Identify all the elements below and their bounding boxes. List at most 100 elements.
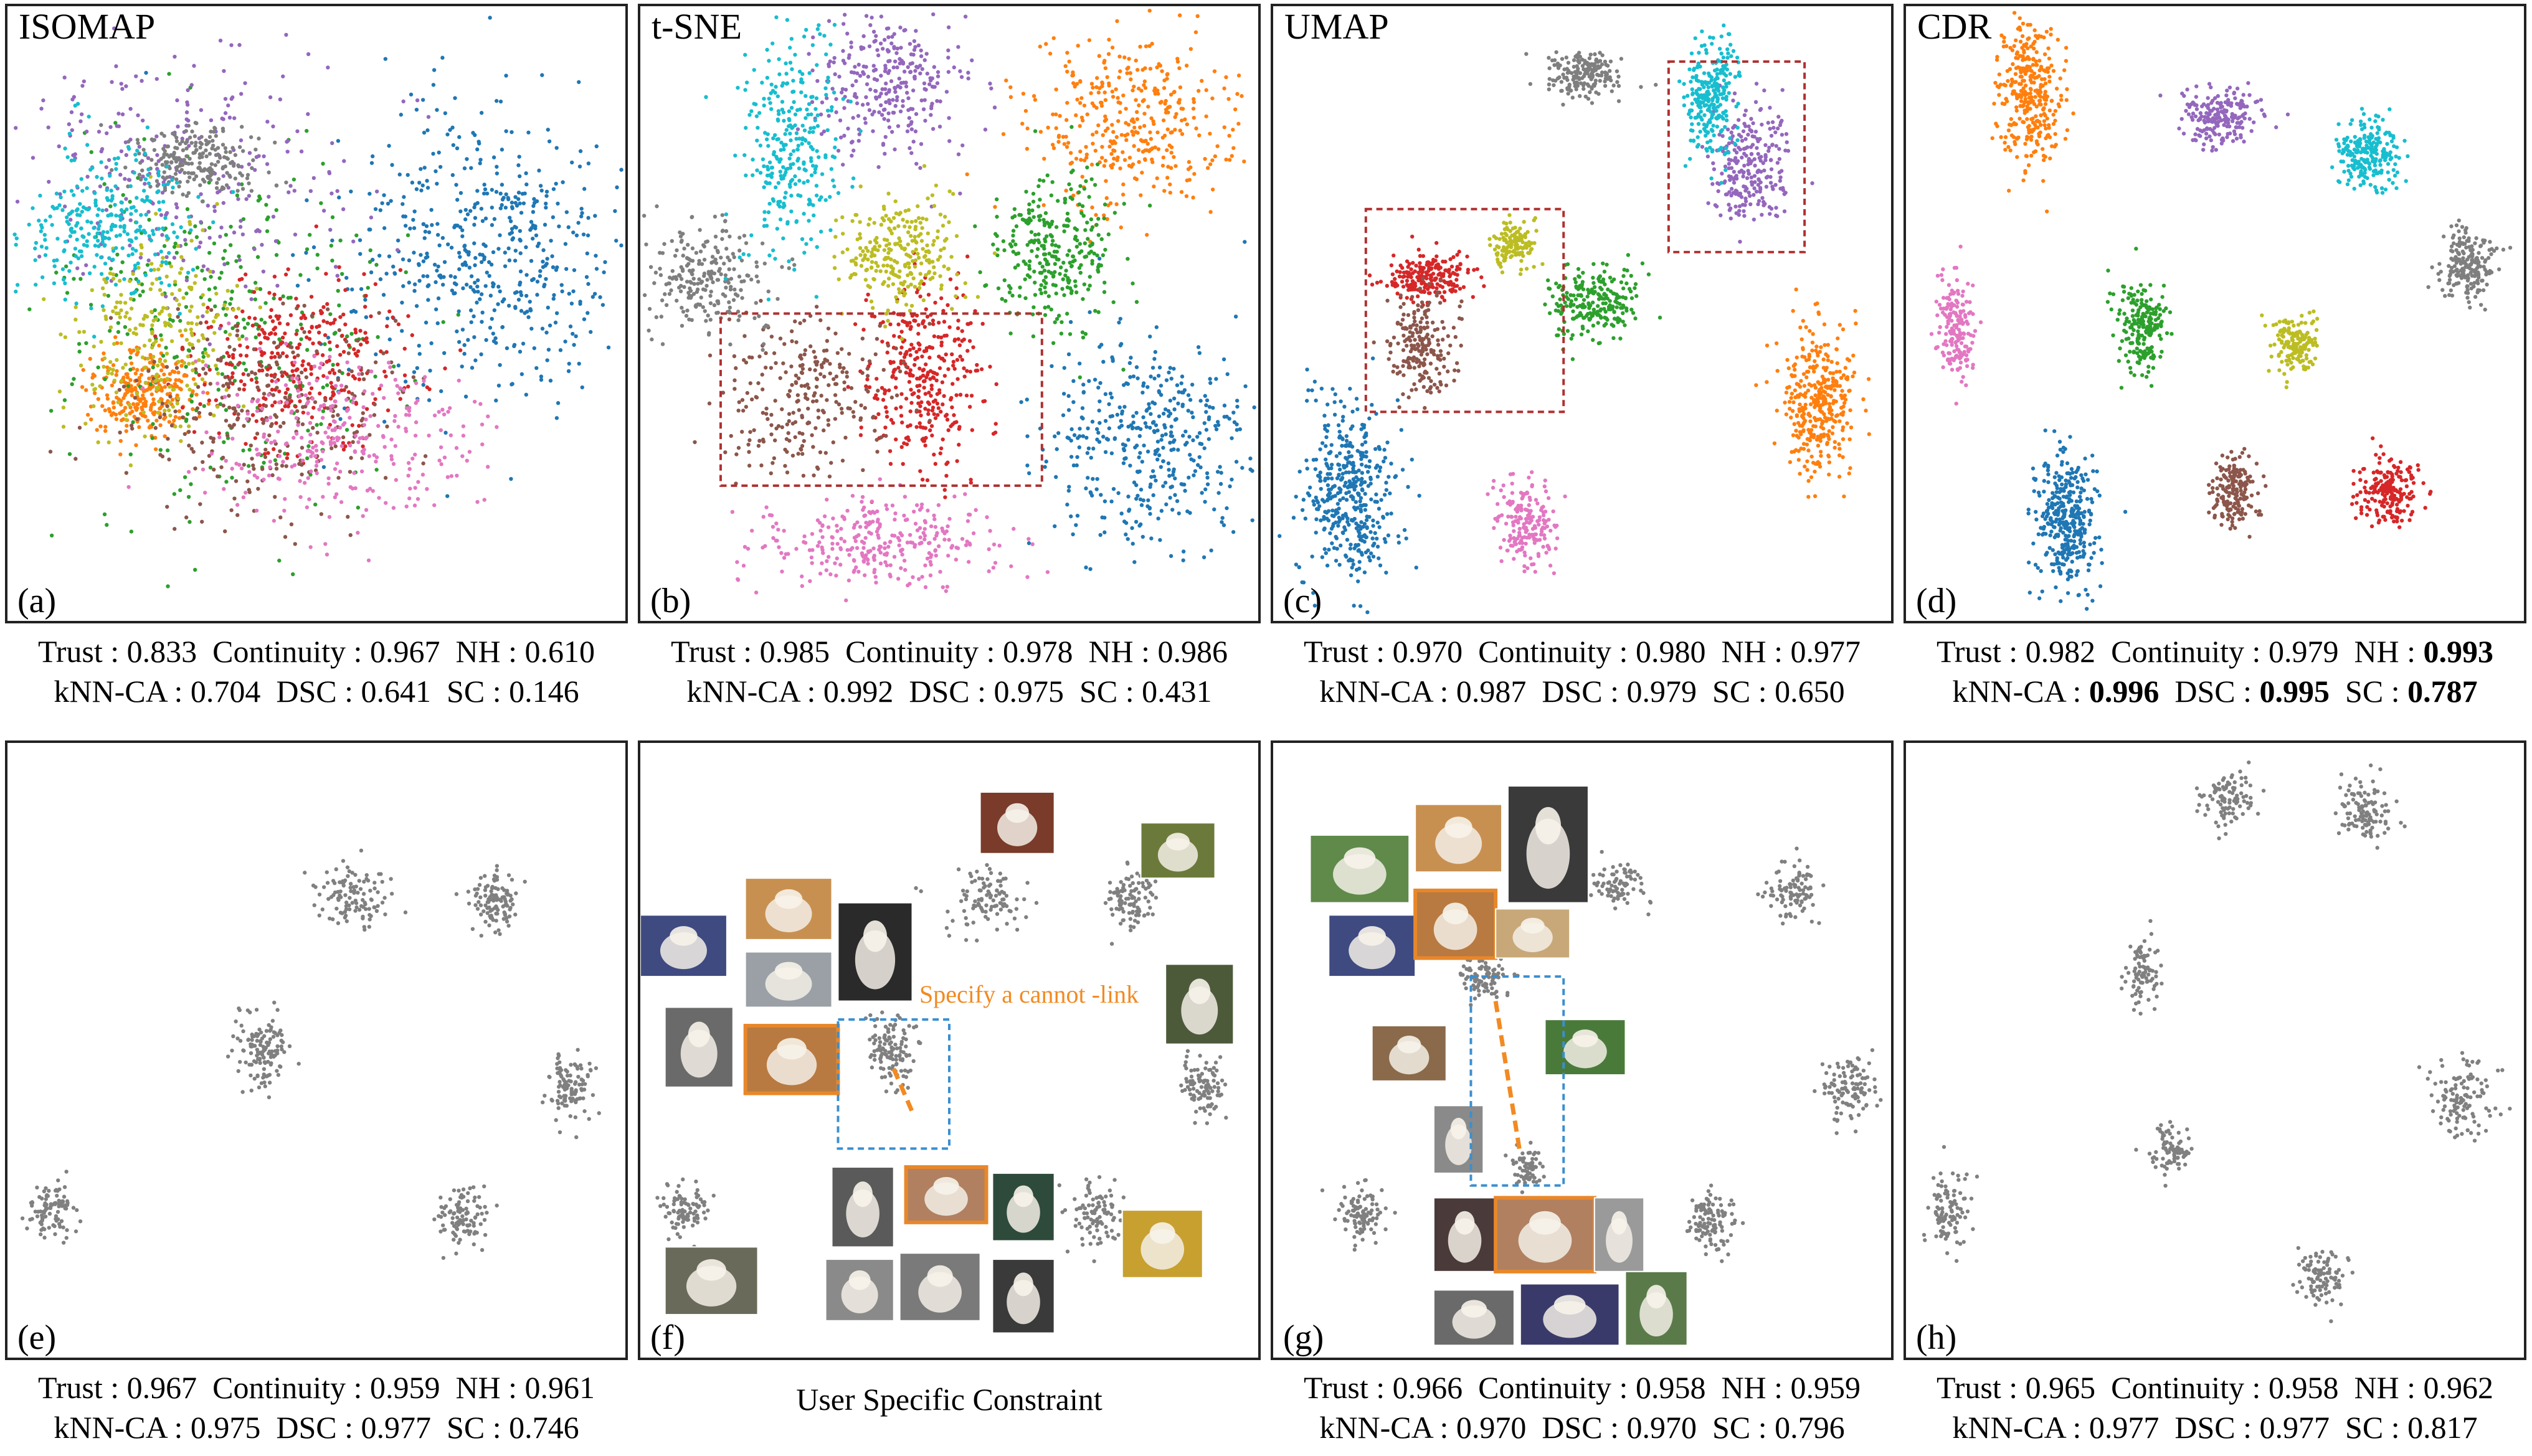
- data-point: [851, 70, 856, 75]
- data-point: [905, 323, 909, 328]
- data-point: [1202, 555, 1207, 560]
- data-point: [136, 261, 140, 266]
- data-point: [208, 166, 212, 171]
- data-point: [385, 316, 390, 321]
- data-point: [1066, 141, 1071, 145]
- data-point: [1107, 144, 1112, 149]
- data-point: [181, 258, 186, 263]
- data-point: [908, 42, 913, 46]
- data-point: [121, 366, 125, 370]
- data-point: [233, 176, 238, 181]
- data-point: [384, 501, 388, 505]
- data-point: [358, 252, 363, 256]
- data-point: [1041, 203, 1046, 207]
- data-point: [1175, 57, 1180, 61]
- data-point: [495, 425, 499, 429]
- data-point: [374, 352, 378, 357]
- data-point: [150, 331, 154, 336]
- data-point: [158, 276, 162, 281]
- data-point: [1136, 376, 1140, 381]
- data-point: [292, 435, 296, 440]
- data-point: [280, 463, 285, 468]
- data-point: [475, 147, 480, 152]
- data-point: [249, 377, 254, 382]
- data-point: [913, 69, 917, 73]
- data-point: [1025, 243, 1030, 247]
- data-point: [462, 351, 467, 356]
- data-point: [204, 148, 208, 153]
- data-point: [160, 401, 164, 406]
- data-point: [271, 214, 276, 219]
- data-point: [508, 219, 513, 224]
- data-point: [1186, 409, 1190, 413]
- data-point: [210, 146, 214, 151]
- data-point: [471, 288, 475, 292]
- data-point: [97, 244, 101, 248]
- data-point: [404, 270, 408, 275]
- data-point: [211, 440, 216, 444]
- data-point: [230, 437, 235, 441]
- data-point: [128, 452, 133, 456]
- data-point: [548, 379, 553, 383]
- data-point: [158, 311, 162, 316]
- data-point: [535, 244, 540, 248]
- data-point: [207, 151, 212, 156]
- data-point: [506, 196, 510, 200]
- data-point: [1045, 234, 1049, 239]
- data-point: [292, 189, 296, 193]
- data-point: [120, 260, 125, 265]
- data-point: [149, 392, 154, 397]
- data-point: [457, 309, 461, 314]
- data-point: [120, 112, 125, 116]
- data-point: [126, 253, 131, 258]
- data-point: [287, 190, 291, 194]
- data-point: [1179, 190, 1184, 194]
- data-point: [859, 403, 863, 408]
- data-point: [518, 290, 523, 295]
- data-point: [154, 385, 159, 390]
- data-point: [569, 301, 574, 306]
- data-point: [178, 319, 183, 323]
- data-point: [225, 306, 229, 311]
- data-point: [1021, 92, 1026, 96]
- data-point: [199, 135, 204, 139]
- data-point: [277, 389, 282, 394]
- data-point: [1233, 314, 1238, 319]
- data-point: [177, 303, 181, 307]
- data-point: [576, 220, 581, 225]
- data-point: [871, 129, 875, 133]
- data-point: [361, 444, 365, 448]
- data-point: [148, 199, 152, 204]
- data-point: [173, 172, 178, 176]
- data-point: [1146, 105, 1150, 109]
- data-point: [255, 475, 260, 480]
- data-point: [1103, 114, 1107, 119]
- data-point: [216, 177, 221, 181]
- data-point: [231, 308, 235, 312]
- data-point: [489, 262, 494, 267]
- data-point: [843, 87, 848, 92]
- data-point: [1061, 135, 1066, 139]
- data-point: [122, 277, 126, 281]
- data-point: [293, 360, 297, 365]
- data-point: [382, 420, 387, 424]
- data-point: [881, 108, 886, 112]
- data-point: [899, 345, 904, 350]
- data-point: [79, 254, 84, 258]
- data-point: [90, 382, 95, 387]
- data-point: [483, 187, 488, 192]
- data-point: [80, 385, 85, 389]
- data-point: [1141, 498, 1145, 503]
- data-point: [492, 308, 496, 313]
- data-point: [177, 416, 182, 420]
- data-point: [156, 227, 161, 231]
- data-point: [1081, 434, 1086, 438]
- data-point: [285, 456, 290, 460]
- data-point: [177, 156, 181, 161]
- data-point: [1185, 440, 1189, 445]
- data-point: [245, 479, 250, 484]
- data-point: [201, 293, 205, 297]
- data-point: [391, 264, 396, 269]
- data-point: [154, 77, 159, 81]
- data-point: [1173, 128, 1177, 132]
